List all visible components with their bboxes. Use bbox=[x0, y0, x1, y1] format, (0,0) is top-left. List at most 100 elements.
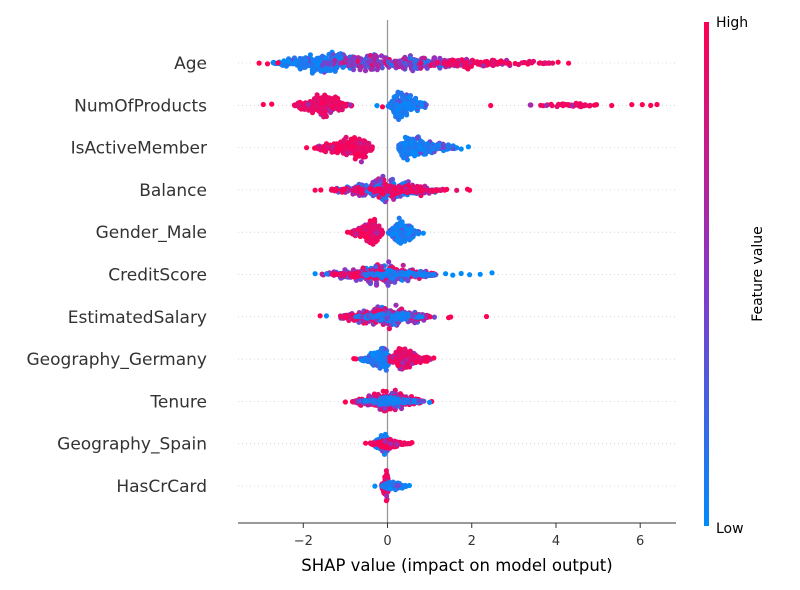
shap-point bbox=[317, 313, 323, 319]
shap-point bbox=[434, 59, 441, 65]
shap-point bbox=[398, 232, 404, 238]
shap-point bbox=[639, 102, 645, 108]
shap-point bbox=[374, 103, 380, 109]
shap-point bbox=[385, 282, 391, 288]
shap-point bbox=[414, 189, 420, 195]
shap-point bbox=[434, 146, 440, 152]
shap-point bbox=[362, 68, 369, 74]
shap-point bbox=[416, 398, 422, 404]
shap-point bbox=[399, 102, 405, 108]
shap-point bbox=[393, 93, 399, 99]
shap-point bbox=[292, 60, 298, 66]
shap-point bbox=[420, 230, 426, 236]
shap-point bbox=[309, 110, 316, 116]
shap-points bbox=[256, 49, 660, 504]
shap-point bbox=[416, 184, 422, 191]
shap-point bbox=[404, 188, 410, 194]
shap-point bbox=[334, 187, 340, 193]
shap-point bbox=[347, 271, 353, 277]
shap-point bbox=[538, 102, 544, 108]
shap-point bbox=[420, 147, 426, 153]
shap-point bbox=[654, 101, 660, 108]
shap-point bbox=[410, 99, 416, 105]
shap-point bbox=[544, 102, 550, 108]
shap-point bbox=[415, 230, 421, 236]
shap-point bbox=[359, 314, 365, 320]
shap-point bbox=[425, 356, 431, 362]
shap-point bbox=[362, 61, 368, 67]
shap-point bbox=[389, 176, 396, 182]
shap-point bbox=[368, 57, 374, 63]
shap-point bbox=[256, 60, 262, 66]
shap-point bbox=[402, 398, 409, 404]
shap-point bbox=[398, 317, 405, 323]
shap-point bbox=[358, 153, 364, 159]
shap-point bbox=[495, 60, 502, 67]
feature-points bbox=[344, 215, 426, 247]
shap-point bbox=[260, 101, 266, 108]
shap-point bbox=[307, 52, 313, 58]
shap-point bbox=[361, 139, 367, 145]
shap-point bbox=[483, 313, 490, 320]
shap-point bbox=[583, 102, 589, 108]
shap-point bbox=[365, 271, 372, 277]
shap-point bbox=[404, 112, 410, 118]
shap-point bbox=[281, 58, 287, 64]
shap-point bbox=[375, 439, 381, 445]
shap-point bbox=[402, 353, 408, 359]
shap-point bbox=[407, 354, 413, 360]
shap-point bbox=[352, 271, 358, 277]
shap-point bbox=[320, 100, 326, 106]
shap-point bbox=[381, 360, 387, 366]
feature-points bbox=[342, 387, 435, 414]
shap-point bbox=[542, 60, 548, 66]
shap-point bbox=[370, 233, 376, 239]
shap-point bbox=[334, 147, 340, 153]
shap-point bbox=[432, 55, 438, 61]
shap-point bbox=[312, 187, 318, 193]
shap-point bbox=[398, 149, 404, 155]
shap-point bbox=[330, 271, 336, 278]
feature-points bbox=[312, 259, 495, 288]
shap-point bbox=[418, 60, 424, 66]
shap-point bbox=[411, 138, 417, 145]
feature-points bbox=[256, 49, 572, 76]
shap-point bbox=[358, 159, 364, 165]
shap-point bbox=[413, 272, 420, 278]
shap-point bbox=[390, 104, 396, 110]
shap-point bbox=[285, 58, 292, 65]
shap-point bbox=[389, 231, 395, 237]
shap-point bbox=[388, 62, 394, 68]
shap-point bbox=[477, 271, 483, 277]
shap-point bbox=[434, 188, 440, 194]
shap-point bbox=[527, 102, 533, 108]
shap-point bbox=[396, 60, 402, 66]
shap-point bbox=[296, 103, 303, 109]
shap-point bbox=[451, 57, 457, 63]
shap-point bbox=[368, 66, 374, 72]
shap-point bbox=[394, 102, 400, 108]
shap-point bbox=[342, 399, 348, 405]
shap-point bbox=[318, 68, 324, 74]
shap-point bbox=[368, 312, 374, 319]
shap-point bbox=[355, 58, 361, 64]
shap-point bbox=[459, 57, 465, 63]
shap-point bbox=[364, 234, 370, 240]
shap-point bbox=[321, 148, 327, 154]
shap-point bbox=[345, 141, 351, 147]
shap-point bbox=[360, 190, 366, 196]
shap-point bbox=[326, 95, 332, 101]
shap-point bbox=[385, 59, 391, 65]
shap-point bbox=[369, 398, 375, 404]
shap-point bbox=[334, 141, 340, 147]
shap-point bbox=[409, 105, 415, 112]
shap-point bbox=[402, 60, 408, 66]
shap-point bbox=[301, 62, 307, 68]
shap-point bbox=[343, 134, 349, 140]
shap-point bbox=[297, 55, 303, 62]
shap-point bbox=[333, 105, 340, 111]
shap-point bbox=[425, 144, 432, 150]
shap-point bbox=[506, 60, 512, 66]
shap-point bbox=[489, 270, 495, 276]
shap-point bbox=[395, 362, 401, 368]
